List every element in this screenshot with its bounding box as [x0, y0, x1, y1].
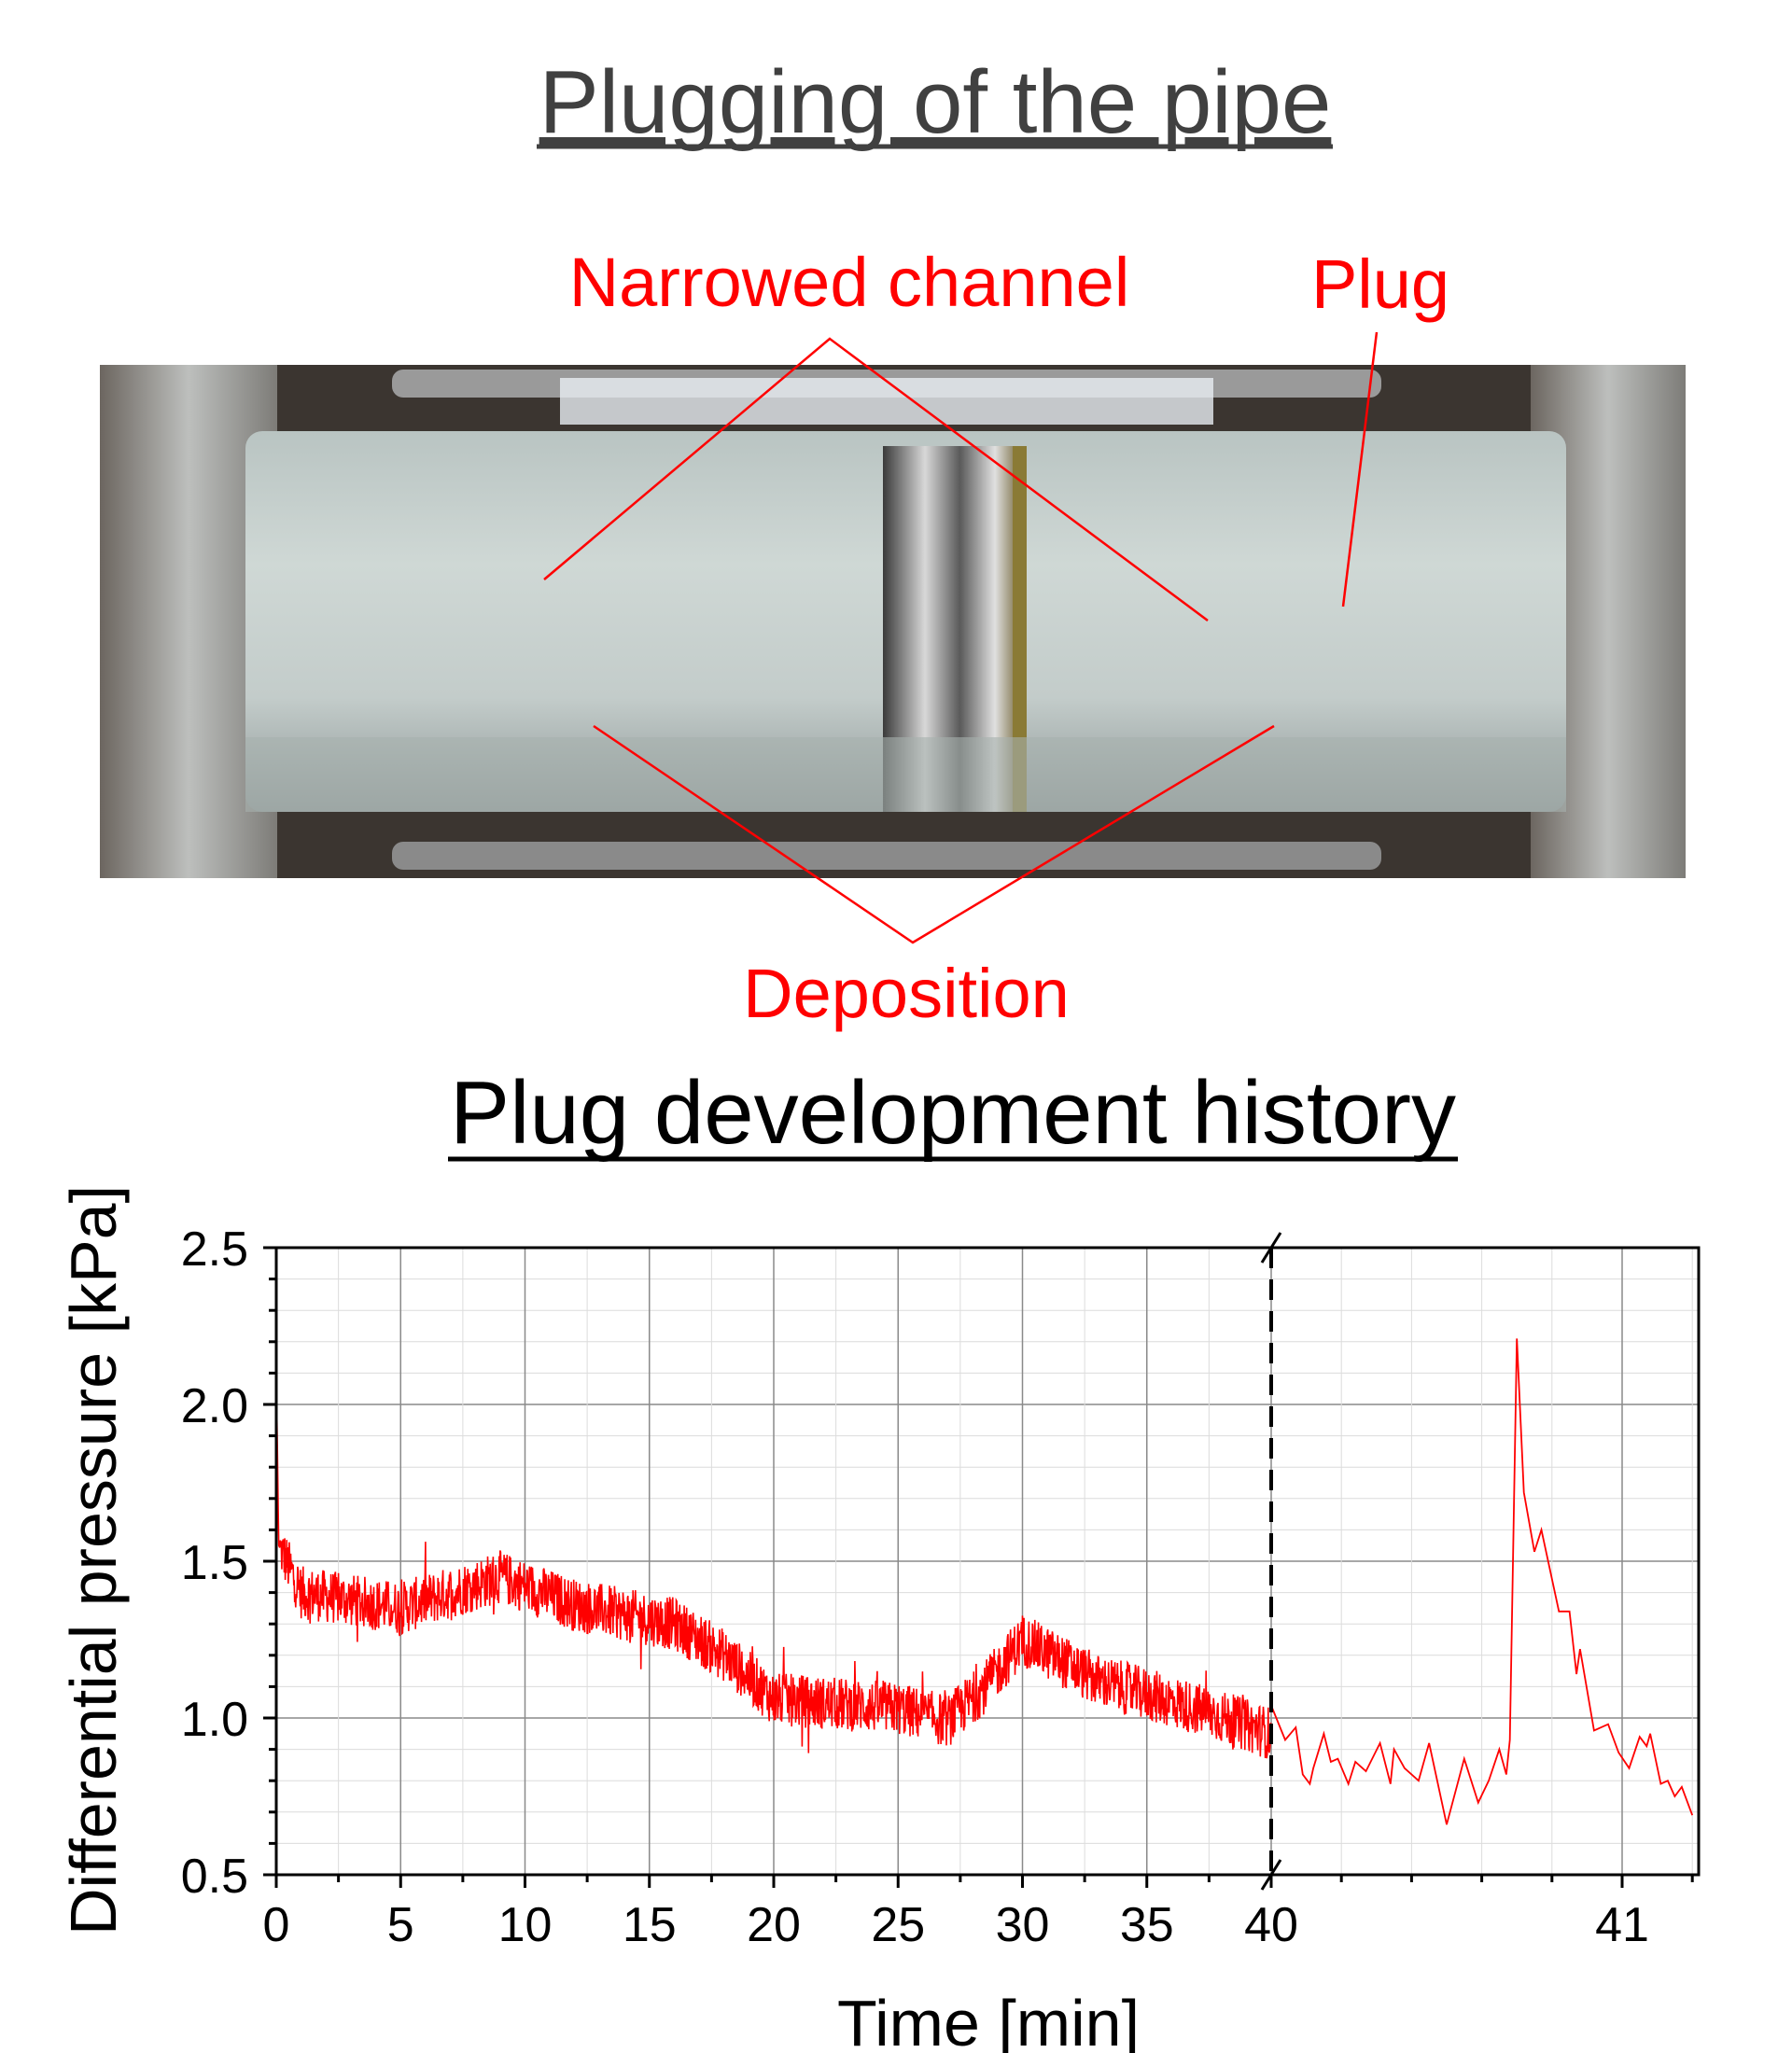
axis-break-mark-top	[1260, 1232, 1282, 1264]
x-axis-label: Time [min]	[837, 1987, 1140, 2053]
y-tick-label: 1.0	[181, 1693, 248, 1747]
label-deposition: Deposition	[743, 955, 1070, 1032]
y-tick-label: 2.5	[181, 1222, 248, 1277]
pipe-photo	[100, 365, 1686, 878]
x-tick-label: 25	[871, 1898, 925, 1952]
y-axis-label: Differential pressure [kPa]	[57, 1185, 130, 1935]
chart-title: Plug development history	[450, 1063, 1456, 1163]
chart-axes	[263, 1232, 1701, 1891]
y-tick-label: 2.0	[181, 1379, 248, 1433]
x-tick-label: 20	[747, 1898, 801, 1952]
series-line-segment-1	[275, 1373, 1272, 1759]
y-tick-label: 1.5	[181, 1536, 248, 1590]
x-tick-label: 41	[1595, 1898, 1649, 1952]
x-tick-label: 10	[498, 1898, 553, 1952]
tie-rod-bottom	[392, 842, 1381, 870]
label-narrowed-channel: Narrowed channel	[569, 244, 1130, 321]
label-plug: Plug	[1311, 245, 1449, 323]
x-tick-label: 30	[996, 1898, 1050, 1952]
y-tick-label: 0.5	[181, 1850, 248, 1904]
x-tick-label: 5	[387, 1898, 414, 1952]
x-tick-label: 40	[1244, 1898, 1298, 1952]
photo-title: Plugging of the pipe	[539, 52, 1332, 152]
chart-grid	[275, 1247, 1699, 1876]
chart-series	[275, 1338, 1694, 1825]
tick-labels: 0.5 1.0 1.5 2.0 2.5 0 5 10 15 20 25 30 35 40 41	[181, 1222, 1649, 1952]
annotation-lines	[543, 331, 1379, 944]
x-tick-label: 0	[263, 1898, 290, 1952]
x-tick-label: 35	[1120, 1898, 1174, 1952]
series-line-segment-2	[1270, 1338, 1694, 1825]
x-tick-label: 15	[623, 1898, 677, 1952]
